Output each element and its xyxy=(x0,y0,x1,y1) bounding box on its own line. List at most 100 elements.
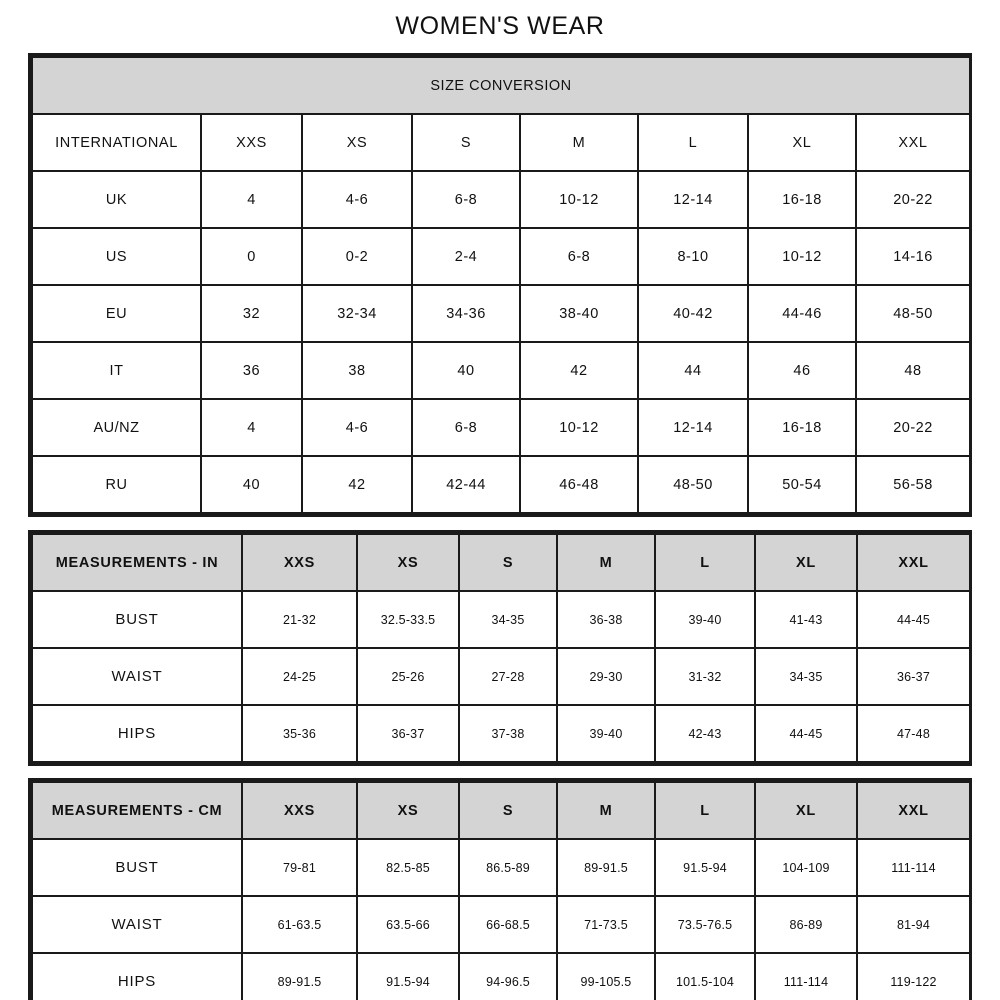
column-header-xxs: XXS xyxy=(241,533,358,592)
cell-value: 35-36 xyxy=(241,704,358,763)
cell-value: 111-114 xyxy=(754,952,858,1000)
size-conversion-table: SIZE CONVERSION INTERNATIONAL XXS XS S M… xyxy=(31,56,971,514)
cell-value: 86.5-89 xyxy=(458,838,558,897)
cell-value: 36-37 xyxy=(856,647,971,706)
cell-value: 0 xyxy=(200,227,303,286)
cell-value: 38 xyxy=(301,341,413,400)
table-row: WAIST 61-63.5 63.5-66 66-68.5 71-73.5 73… xyxy=(31,895,971,954)
measurements-cm-table: MEASUREMENTS - CM XXS XS S M L XL XXL BU… xyxy=(31,781,971,1000)
row-label-hips: HIPS xyxy=(31,952,243,1000)
cell-value: 36-37 xyxy=(356,704,460,763)
table-row: AU/NZ 4 4-6 6-8 10-12 12-14 16-18 20-22 xyxy=(31,398,971,457)
table-row: IT 36 38 40 42 44 46 48 xyxy=(31,341,971,400)
row-label-bust: BUST xyxy=(31,590,243,649)
cell-value: 44-45 xyxy=(754,704,858,763)
column-header-xl: XL xyxy=(747,113,857,172)
measurements-cm-table-wrapper: MEASUREMENTS - CM XXS XS S M L XL XXL BU… xyxy=(28,778,972,1000)
cell-value: 39-40 xyxy=(654,590,756,649)
cell-value: 4 xyxy=(200,398,303,457)
cell-value: 71-73.5 xyxy=(556,895,656,954)
cell-value: 94-96.5 xyxy=(458,952,558,1000)
row-label-eu: EU xyxy=(31,284,202,343)
column-header-m: M xyxy=(556,781,656,840)
cell-value: 34-36 xyxy=(411,284,521,343)
cell-value: 36-38 xyxy=(556,590,656,649)
cell-value: 8-10 xyxy=(637,227,749,286)
cell-value: 42-43 xyxy=(654,704,756,763)
measurements-in-table-wrapper: MEASUREMENTS - IN XXS XS S M L XL XXL BU… xyxy=(28,530,972,766)
row-label-bust: BUST xyxy=(31,838,243,897)
cell-value: 12-14 xyxy=(637,170,749,229)
cell-value: 79-81 xyxy=(241,838,358,897)
cell-value: 42 xyxy=(519,341,639,400)
cell-value: 66-68.5 xyxy=(458,895,558,954)
cell-value: 99-105.5 xyxy=(556,952,656,1000)
cell-value: 48 xyxy=(855,341,971,400)
column-header-s: S xyxy=(458,781,558,840)
column-header-l: L xyxy=(654,781,756,840)
cell-value: 47-48 xyxy=(856,704,971,763)
cell-value: 111-114 xyxy=(856,838,971,897)
row-label-ru: RU xyxy=(31,455,202,514)
cell-value: 4-6 xyxy=(301,170,413,229)
cell-value: 29-30 xyxy=(556,647,656,706)
cell-value: 14-16 xyxy=(855,227,971,286)
cell-value: 91.5-94 xyxy=(654,838,756,897)
column-header-xl: XL xyxy=(754,533,858,592)
column-header-xs: XS xyxy=(356,781,460,840)
column-header-xxl: XXL xyxy=(856,781,971,840)
cell-value: 0-2 xyxy=(301,227,413,286)
cell-value: 44-45 xyxy=(856,590,971,649)
measurements-in-table: MEASUREMENTS - IN XXS XS S M L XL XXL BU… xyxy=(31,533,971,763)
page-title: WOMEN'S WEAR xyxy=(395,12,605,40)
cell-value: 46-48 xyxy=(519,455,639,514)
cell-value: 119-122 xyxy=(856,952,971,1000)
cell-value: 31-32 xyxy=(654,647,756,706)
size-conversion-banner: SIZE CONVERSION xyxy=(31,56,971,115)
column-header-xxl: XXL xyxy=(855,113,971,172)
row-label-uk: UK xyxy=(31,170,202,229)
column-header-xl: XL xyxy=(754,781,858,840)
column-header-l: L xyxy=(654,533,756,592)
cell-value: 6-8 xyxy=(411,170,521,229)
cell-value: 61-63.5 xyxy=(241,895,358,954)
cell-value: 10-12 xyxy=(747,227,857,286)
column-header-international: INTERNATIONAL xyxy=(31,113,202,172)
table-row: RU 40 42 42-44 46-48 48-50 50-54 56-58 xyxy=(31,455,971,514)
measurements-in-header-row: MEASUREMENTS - IN XXS XS S M L XL XXL xyxy=(31,533,971,592)
cell-value: 21-32 xyxy=(241,590,358,649)
measurements-cm-header-row: MEASUREMENTS - CM XXS XS S M L XL XXL xyxy=(31,781,971,840)
cell-value: 46 xyxy=(747,341,857,400)
size-conversion-header-row: INTERNATIONAL XXS XS S M L XL XXL xyxy=(31,113,971,172)
cell-value: 56-58 xyxy=(855,455,971,514)
table-row: BUST 21-32 32.5-33.5 34-35 36-38 39-40 4… xyxy=(31,590,971,649)
cell-value: 48-50 xyxy=(855,284,971,343)
cell-value: 38-40 xyxy=(519,284,639,343)
cell-value: 40-42 xyxy=(637,284,749,343)
cell-value: 20-22 xyxy=(855,398,971,457)
cell-value: 16-18 xyxy=(747,398,857,457)
row-label-waist: WAIST xyxy=(31,647,243,706)
column-header-s: S xyxy=(458,533,558,592)
cell-value: 63.5-66 xyxy=(356,895,460,954)
column-header-m: M xyxy=(556,533,656,592)
row-label-it: IT xyxy=(31,341,202,400)
cell-value: 73.5-76.5 xyxy=(654,895,756,954)
cell-value: 36 xyxy=(200,341,303,400)
cell-value: 101.5-104 xyxy=(654,952,756,1000)
cell-value: 34-35 xyxy=(754,647,858,706)
cell-value: 6-8 xyxy=(411,398,521,457)
table-row: HIPS 35-36 36-37 37-38 39-40 42-43 44-45… xyxy=(31,704,971,763)
table-row: WAIST 24-25 25-26 27-28 29-30 31-32 34-3… xyxy=(31,647,971,706)
column-header-xxs: XXS xyxy=(200,113,303,172)
cell-value: 39-40 xyxy=(556,704,656,763)
cell-value: 27-28 xyxy=(458,647,558,706)
cell-value: 50-54 xyxy=(747,455,857,514)
row-label-aunz: AU/NZ xyxy=(31,398,202,457)
cell-value: 20-22 xyxy=(855,170,971,229)
cell-value: 37-38 xyxy=(458,704,558,763)
cell-value: 25-26 xyxy=(356,647,460,706)
cell-value: 42 xyxy=(301,455,413,514)
column-header-measurements-in: MEASUREMENTS - IN xyxy=(31,533,243,592)
